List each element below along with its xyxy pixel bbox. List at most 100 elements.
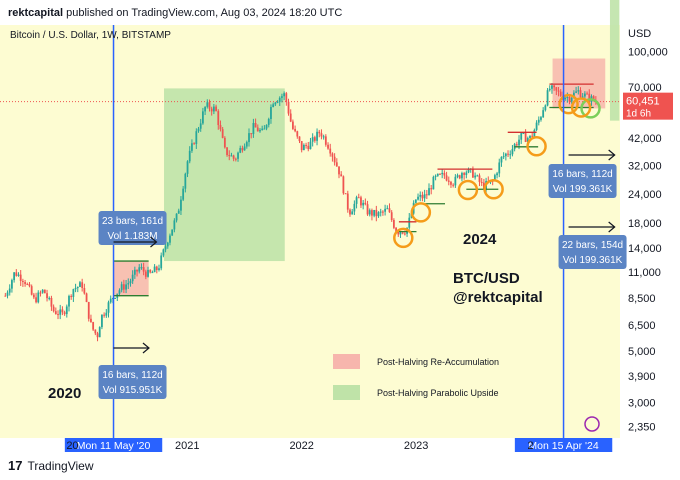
candle-body: [340, 174, 343, 177]
candle-body: [414, 199, 417, 203]
candle-body: [572, 92, 575, 98]
candle-body: [256, 127, 259, 132]
candle-body: [114, 297, 116, 299]
candle-body: [298, 136, 301, 142]
candle-body: [283, 93, 286, 97]
candle-body: [526, 138, 529, 142]
candle-body: [232, 155, 235, 159]
candle-body: [131, 274, 134, 282]
candle-body: [531, 135, 534, 137]
candle-body: [92, 322, 95, 330]
candle-body: [226, 147, 228, 156]
candle-body: [217, 111, 220, 126]
candle-body: [147, 269, 149, 277]
candle-body: [401, 232, 404, 234]
candle-body: [439, 173, 441, 175]
candle-body: [48, 297, 51, 299]
candle-body: [278, 97, 281, 102]
candle-body: [568, 97, 571, 102]
candle-body: [570, 97, 573, 102]
candle-body: [425, 194, 428, 196]
candle-body: [419, 194, 422, 197]
candle-body: [96, 333, 99, 338]
candle-body: [171, 229, 174, 236]
candle-body: [551, 85, 553, 89]
candle-body: [357, 197, 360, 199]
candle-body: [182, 188, 185, 200]
candle-body: [320, 133, 323, 137]
candle-body: [153, 266, 156, 273]
candle-body: [41, 289, 44, 293]
currency-label: USD: [628, 28, 651, 40]
candle-body: [287, 101, 290, 114]
candle-body: [577, 90, 580, 92]
candle-body: [158, 268, 160, 270]
candle-body: [331, 153, 334, 157]
candle-body: [397, 231, 400, 235]
candle-body: [395, 227, 397, 232]
candle-body: [458, 175, 461, 179]
candle-body: [518, 139, 520, 146]
candle-body: [155, 266, 158, 270]
candle-body: [529, 135, 531, 139]
candle-body: [219, 125, 222, 130]
candle-body: [360, 197, 362, 206]
candle-body: [50, 297, 53, 307]
candle-body: [507, 153, 509, 155]
measure-bars-label-3: 22 bars, 154d: [562, 240, 623, 251]
candle-body: [37, 292, 40, 303]
candle-body: [482, 182, 485, 190]
footer: 17 TradingView: [8, 458, 94, 473]
support-circle: [526, 136, 547, 157]
candle-body: [559, 91, 562, 96]
year-label-2024: 2024: [463, 231, 497, 248]
candle-body: [184, 173, 187, 189]
candle-body: [318, 131, 321, 134]
candle-body: [454, 176, 457, 186]
candle-body: [452, 184, 455, 186]
candle-body: [324, 136, 327, 145]
candle-body: [327, 144, 329, 149]
candle-body: [109, 298, 112, 303]
legend-swatch-1: [333, 385, 360, 400]
candle-body: [35, 297, 37, 303]
candle-body: [177, 210, 180, 214]
y-tick-label-11: 3,900: [628, 371, 656, 383]
candle-body: [17, 274, 20, 276]
candle-body: [221, 129, 224, 138]
candle-body: [21, 280, 24, 283]
candle-body: [379, 211, 382, 213]
candle-body: [478, 175, 481, 182]
candle-body: [309, 141, 312, 150]
halving-date-box-0: [64, 438, 163, 452]
measure-bars-label-2: 16 bars, 112d: [552, 169, 612, 180]
support-circle: [570, 97, 592, 118]
candle-body: [307, 145, 310, 150]
candle-body: [259, 129, 261, 132]
candle-body: [272, 104, 275, 107]
candle-body: [388, 208, 391, 213]
candle-body: [548, 88, 551, 91]
candle-body: [250, 133, 253, 135]
y-tick-label-1: 70,000: [628, 82, 662, 94]
candle-body: [461, 173, 463, 179]
tradingview-logo-icon: 17: [8, 458, 23, 473]
candle-body: [140, 267, 143, 269]
candle-body: [237, 152, 239, 159]
candle-body: [39, 292, 42, 294]
current-price-box: [623, 92, 673, 120]
candle-body: [79, 282, 81, 288]
candle-body: [74, 288, 77, 290]
candle-body: [581, 96, 584, 98]
candle-body: [368, 210, 371, 215]
candle-body: [515, 144, 518, 146]
candle-body: [502, 156, 505, 158]
candle-body: [540, 117, 542, 120]
measure-vol-label-0: Vol 915.951K: [103, 385, 163, 396]
candle-body: [447, 180, 450, 182]
candle-body: [28, 284, 31, 287]
candle-body: [252, 123, 255, 135]
candle-body: [351, 211, 354, 215]
candle-body: [210, 108, 213, 112]
